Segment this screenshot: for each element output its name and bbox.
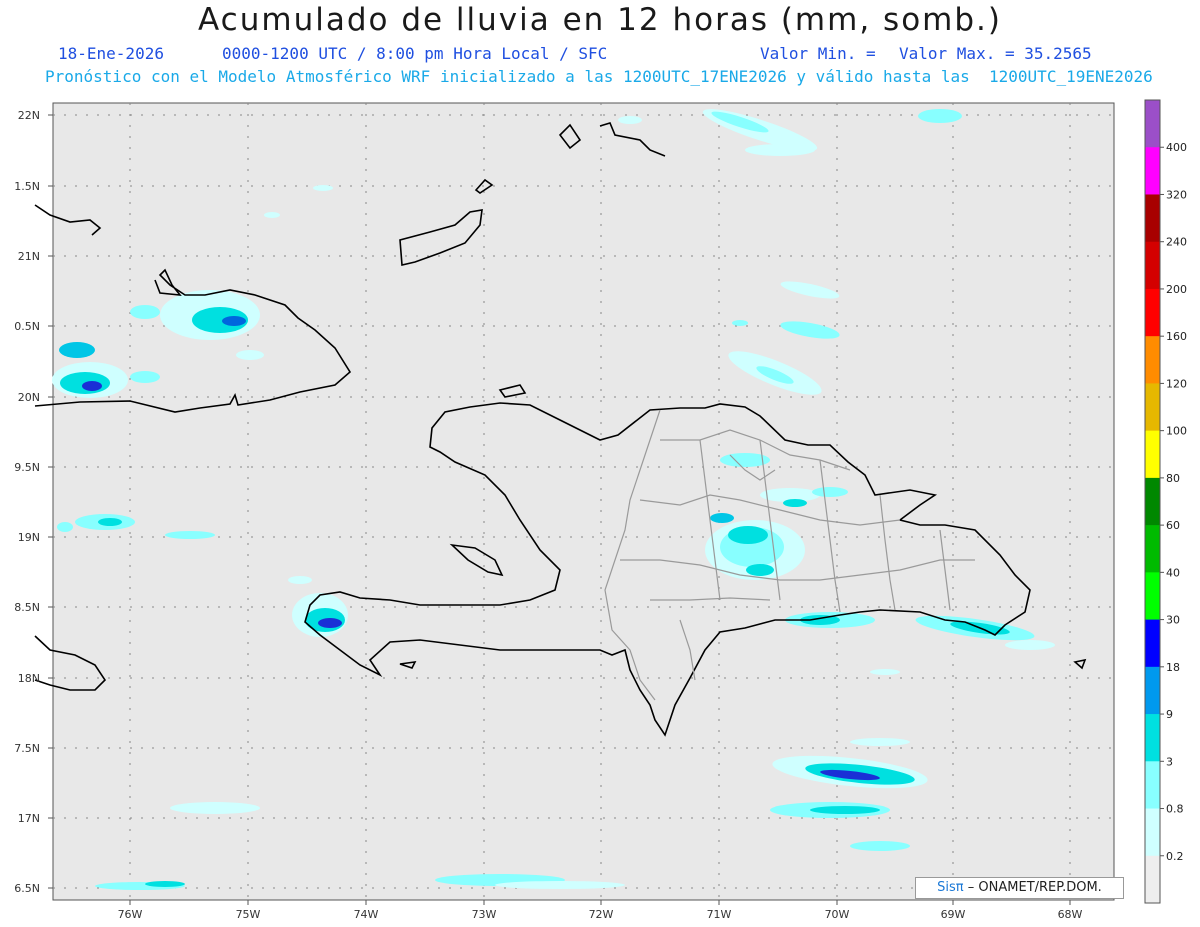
min-value: Valor Min. = xyxy=(760,44,876,63)
lon-label: 73W xyxy=(472,908,497,921)
colorbar-label: 18 xyxy=(1166,661,1180,674)
lat-label: 1.5N xyxy=(14,180,40,193)
lon-label: 69W xyxy=(941,908,966,921)
lon-label: 68W xyxy=(1058,908,1083,921)
lon-label: 74W xyxy=(354,908,379,921)
colorbar: 400 320 240 200 160 120 100 80 60 40 30 18 9 3 0.8 0.2 xyxy=(1144,99,1187,904)
colorbar-label: 400 xyxy=(1166,141,1187,154)
colorbar-segment xyxy=(1145,761,1160,810)
colorbar-label: 160 xyxy=(1166,330,1187,343)
sis-logo: Sisπ xyxy=(937,880,964,895)
lon-label: 72W xyxy=(589,908,614,921)
colorbar-segment xyxy=(1145,336,1160,384)
forecast-period: 0000-1200 UTC / 8:00 pm Hora Local / SFC xyxy=(222,44,608,63)
colorbar-segment xyxy=(1145,666,1160,715)
colorbar-segment xyxy=(1145,525,1160,573)
lat-label: 7.5N xyxy=(14,742,40,755)
colorbar-label: 40 xyxy=(1166,566,1180,579)
colorbar-segment xyxy=(1145,241,1160,290)
lat-label: 9.5N xyxy=(14,461,40,474)
lat-label: 0.5N xyxy=(14,320,40,333)
colorbar-label: 3 xyxy=(1166,755,1173,768)
map-title: Acumulado de lluvia en 12 horas (mm, som… xyxy=(198,2,1002,38)
credit-box: Sisπ – ONAMET/REP.DOM. xyxy=(915,877,1124,899)
colorbar-segment xyxy=(1145,100,1160,148)
max-value: Valor Max. = 35.2565 xyxy=(899,44,1092,63)
province-borders xyxy=(604,409,975,701)
colorbar-segment xyxy=(1145,194,1160,243)
colorbar-label: 9 xyxy=(1166,708,1173,721)
lat-label: 21N xyxy=(18,250,40,263)
colorbar-label: 320 xyxy=(1166,188,1187,201)
colorbar-segment xyxy=(1145,855,1160,904)
lat-label: 17N xyxy=(18,812,40,825)
lon-label: 76W xyxy=(118,908,143,921)
colorbar-segment xyxy=(1145,619,1160,668)
colorbar-label: 80 xyxy=(1166,472,1180,485)
lat-label: 22N xyxy=(18,109,40,122)
colorbar-label: 30 xyxy=(1166,614,1180,627)
lon-label: 75W xyxy=(236,908,261,921)
lat-label: 8.5N xyxy=(14,601,40,614)
colorbar-segment xyxy=(1145,383,1160,432)
precipitation-field xyxy=(52,109,1055,890)
colorbar-segment xyxy=(1145,808,1160,857)
graticule xyxy=(53,103,1114,900)
colorbar-label: 0.2 xyxy=(1166,850,1184,863)
lat-label: 19N xyxy=(18,531,40,544)
colorbar-segment xyxy=(1145,147,1160,195)
axis-labels: 22N 1.5N 21N 0.5N 20N 9.5N 19N 8.5N 18N 7.5N 17N 6.… xyxy=(14,109,1082,921)
colorbar-segment xyxy=(1145,430,1160,479)
colorbar-label: 200 xyxy=(1166,283,1187,296)
colorbar-label: 0.8 xyxy=(1166,803,1184,816)
lat-label: 18N xyxy=(18,672,40,685)
colorbar-label: 100 xyxy=(1166,425,1187,438)
lat-label: 6.5N xyxy=(14,882,40,895)
colorbar-segment xyxy=(1145,288,1160,337)
colorbar-segment xyxy=(1145,572,1160,621)
plot-area xyxy=(52,102,1115,901)
colorbar-segment xyxy=(1145,477,1160,526)
lon-label: 71W xyxy=(707,908,732,921)
credit-text: – ONAMET/REP.DOM. xyxy=(967,880,1102,895)
colorbar-segment xyxy=(1145,714,1160,762)
colorbar-label: 120 xyxy=(1166,377,1187,390)
colorbar-label: 60 xyxy=(1166,519,1180,532)
lon-label: 70W xyxy=(825,908,850,921)
forecast-date: 18-Ene-2026 xyxy=(58,44,164,63)
lat-label: 20N xyxy=(18,391,40,404)
model-description: Pronóstico con el Modelo Atmosférico WRF… xyxy=(45,67,1153,86)
coastlines xyxy=(34,122,1087,737)
colorbar-label: 240 xyxy=(1166,236,1187,249)
